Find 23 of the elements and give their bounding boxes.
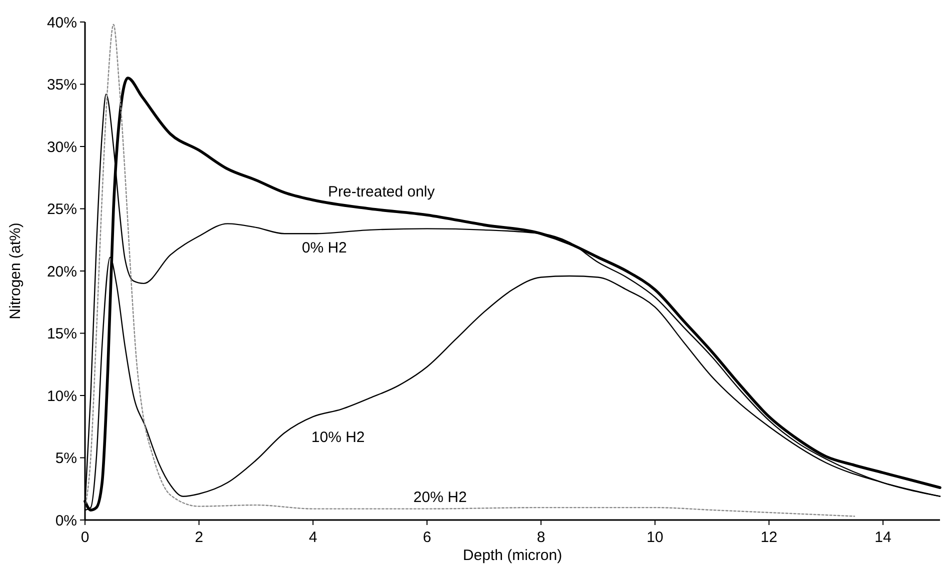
series-label: 10% H2 (311, 428, 365, 446)
y-tick-label: 10% (46, 388, 77, 405)
y-tick-label: 0% (55, 512, 77, 530)
series-label: 20% H2 (413, 489, 467, 506)
series-label: 0% H2 (302, 240, 347, 257)
x-tick-label: 0 (80, 529, 90, 546)
x-tick-label: 8 (536, 529, 546, 546)
y-axis-title: Nitrogen (at%) (7, 222, 24, 320)
y-tick-label: 25% (46, 201, 77, 218)
y-tick-label: 5% (55, 450, 77, 467)
y-tick-label: 15% (46, 326, 77, 342)
y-tick-label: 30% (46, 138, 77, 156)
x-tick-label: 10 (646, 529, 664, 546)
x-axis-title: Depth (micron) (462, 547, 562, 564)
y-tick-label: 35% (46, 76, 77, 94)
x-tick-label: 6 (422, 529, 432, 546)
x-tick-label: 12 (760, 529, 778, 546)
x-tick-label: 4 (308, 529, 318, 546)
x-tick-label: 2 (194, 529, 204, 546)
y-tick-label: 40% (46, 14, 77, 32)
series-label: Pre-treated only (328, 184, 436, 201)
y-tick-label: 20% (46, 263, 77, 280)
x-tick-label: 14 (874, 529, 892, 546)
